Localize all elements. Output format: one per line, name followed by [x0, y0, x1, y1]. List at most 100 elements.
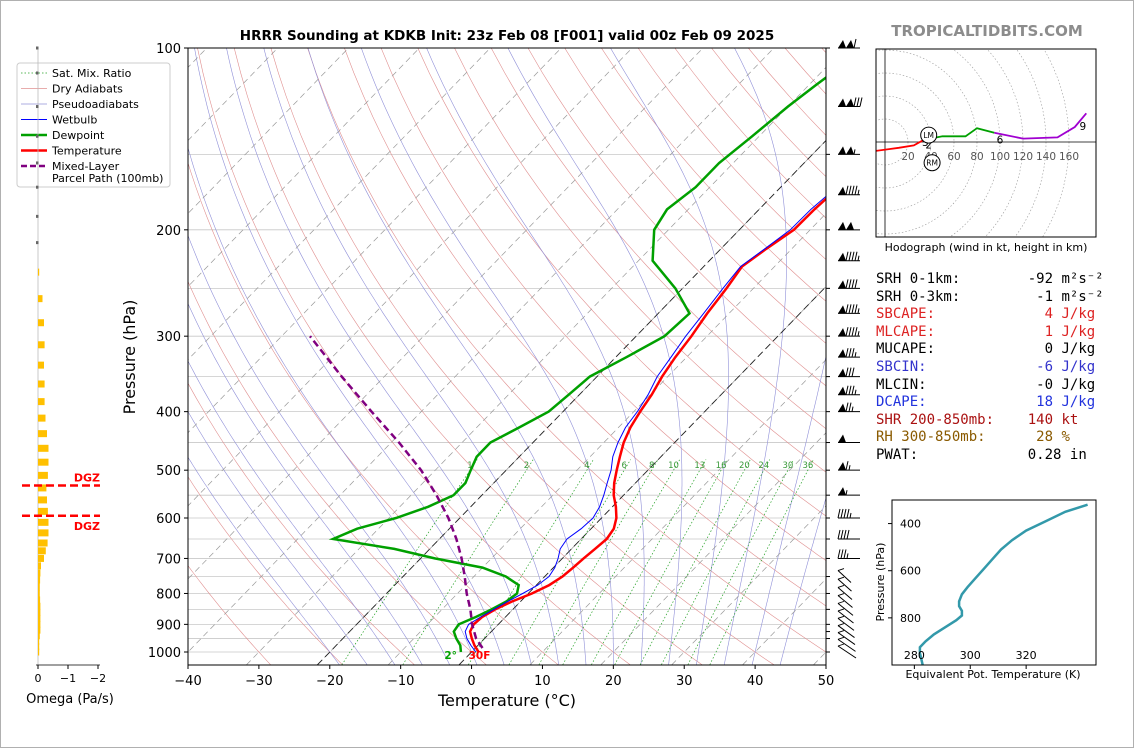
omega-bar: [38, 398, 45, 406]
omega-bar: [38, 569, 41, 577]
barb-flag: [838, 386, 846, 395]
wind-barb: [837, 529, 860, 540]
x-tick-label: −20: [316, 674, 343, 689]
omega-tick-label: 0: [35, 672, 42, 685]
x-tick-label: 20: [605, 674, 622, 689]
parameter-gap: [935, 341, 1045, 357]
barb-half: [854, 389, 857, 395]
barb-full: [840, 508, 844, 519]
wind-barb: [838, 38, 860, 49]
legend-label: Parcel Path (100mb): [52, 172, 163, 185]
theta-e-panel: 280 300 320 400 600 800: [888, 499, 1097, 669]
omega-bar: [36, 161, 39, 165]
isotherm: [188, 48, 704, 580]
x-tick-label: 40: [747, 674, 764, 689]
hodograph-trace: [876, 138, 925, 152]
barb-flag: [838, 403, 846, 412]
barb-full: [851, 251, 855, 261]
y-tick-label: 400: [156, 406, 181, 421]
legend-label: Temperature: [51, 145, 122, 158]
barb-full: [848, 348, 852, 358]
mixing-ratio-line: [562, 459, 681, 665]
wind-barb: [838, 461, 860, 471]
barb-staff: [837, 617, 855, 631]
wind-barbs: [837, 38, 863, 659]
barb-full: [845, 385, 849, 395]
parameter-table: SRH 0-1km: -92 m²s⁻² SRH 0-3km: -1 m²s⁻² S…: [876, 271, 1104, 465]
theta-e-line: [918, 503, 1088, 665]
barb-flag: [838, 280, 846, 289]
barb-full: [851, 385, 855, 395]
dgz-isotherm: [317, 139, 826, 665]
theta-y-tick-label: 800: [900, 612, 921, 625]
isotherm: [188, 48, 775, 653]
omega-bar: [38, 529, 49, 537]
parameter-gap: [960, 271, 1027, 287]
omega-bar: [38, 444, 49, 452]
mixing-ratio-line: [508, 459, 631, 665]
barb-half: [857, 308, 860, 314]
isotherm: [246, 66, 826, 665]
dry-adiabat: [270, 48, 775, 665]
omega-bar: [38, 484, 47, 492]
barb-full: [854, 251, 858, 261]
moist-adiabat: [188, 146, 478, 665]
barb-full: [851, 348, 855, 358]
moist-adiabat: [723, 48, 787, 665]
profile-dewpoint: [328, 75, 826, 653]
wind-barb: [838, 434, 860, 444]
moist-adiabat: [751, 354, 826, 665]
barb-feather: [837, 568, 845, 571]
watermark: TROPICALTIDBITS.COM: [891, 22, 1083, 40]
barb-full: [848, 327, 852, 337]
omega-bar: [38, 547, 46, 555]
barb-half: [857, 255, 860, 261]
parameter-row: RH 300-850mb: 28 %: [876, 429, 1104, 447]
dry-adiabat: [233, 48, 703, 665]
mixing-ratio-label: 6: [621, 461, 626, 471]
hodograph-height-label: 9: [1079, 121, 1086, 133]
isotherm: [529, 359, 826, 665]
barb-full: [837, 508, 841, 519]
y-tick-label: 800: [156, 587, 181, 602]
barb-full: [854, 185, 858, 195]
parameter-gap: [935, 306, 1045, 322]
isotherm: [388, 212, 826, 665]
moist-adiabat: [188, 410, 368, 665]
parameter-gap: [927, 359, 1037, 375]
barb-full: [845, 348, 849, 358]
x-tick-label: 10: [534, 674, 551, 689]
barb-full: [848, 185, 852, 195]
profile-mixed-layer-parcel-path-100mb-: [309, 335, 484, 649]
omega-bar: [38, 648, 40, 656]
legend-label: Pseudoadiabats: [52, 98, 139, 111]
theta-x-tick-label: 300: [960, 649, 981, 662]
dry-adiabat: [490, 48, 826, 430]
x-tick-label: −40: [174, 674, 201, 689]
barb-full: [845, 279, 849, 289]
omega-bar: [38, 576, 41, 584]
legend-box: [16, 62, 171, 188]
mixing-ratio-line: [614, 459, 728, 665]
parameter-value: 18: [1036, 394, 1054, 411]
barb-full: [859, 97, 863, 107]
hodograph-height-label: 3: [922, 137, 929, 149]
parameter-label: PWAT:: [876, 446, 919, 463]
barb-full: [848, 279, 852, 289]
chart-title: HRRR Sounding at KDKB Init: 23z Feb 08 […: [240, 28, 774, 44]
parameter-label: SRH 0-1km:: [876, 271, 961, 287]
mixing-ratio-line: [639, 459, 751, 665]
y-tick-label: 100: [156, 42, 181, 57]
barb-full: [856, 97, 860, 107]
y-tick-label: 1000: [148, 646, 181, 661]
barb-half: [851, 406, 854, 412]
barb-feather: [837, 585, 845, 588]
barb-full: [848, 402, 852, 412]
mixing-ratio-label: 8: [649, 461, 654, 471]
x-tick-label: 50: [818, 674, 835, 689]
parameter-gap: [935, 324, 1045, 340]
wind-barb: [838, 304, 860, 314]
omega-bar: [38, 620, 41, 628]
parameter-label: MLCAPE:: [876, 323, 936, 340]
omega-bar: [38, 507, 48, 515]
